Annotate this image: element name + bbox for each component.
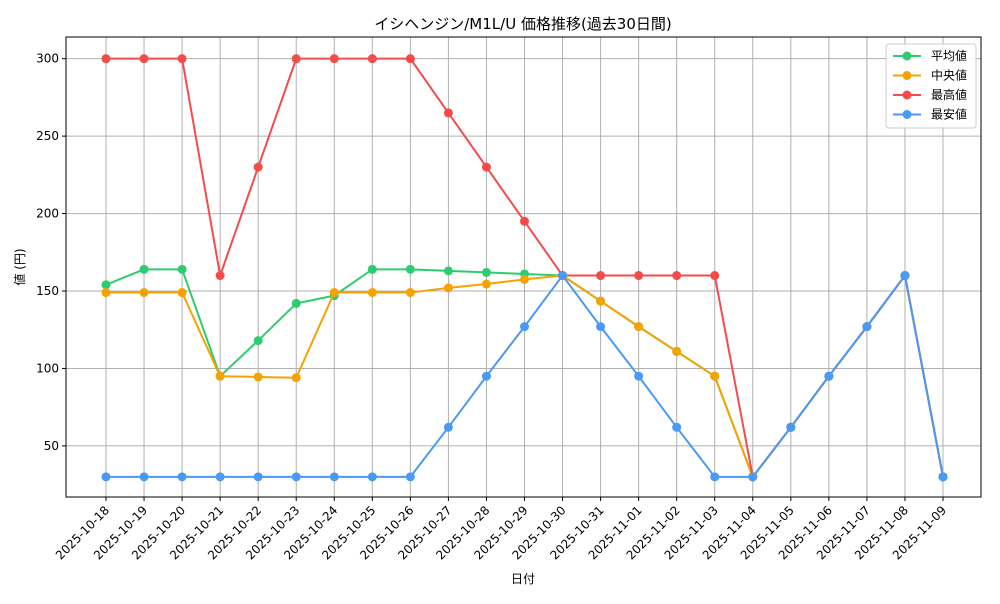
series-最安値 (101, 271, 948, 482)
plot-frame (65, 36, 982, 498)
data-point (672, 346, 682, 356)
data-point (139, 54, 149, 64)
legend-marker (902, 71, 912, 80)
data-point (367, 288, 377, 298)
legend-marker (902, 90, 912, 100)
legend-label: 中央値 (931, 68, 967, 83)
data-point (481, 162, 491, 172)
data-point (101, 54, 111, 64)
data-point (520, 274, 529, 284)
data-point (291, 472, 301, 482)
data-point (139, 288, 149, 298)
data-point (177, 264, 187, 274)
data-point (329, 288, 339, 298)
data-point (672, 271, 682, 281)
data-point (367, 472, 377, 482)
x-axis-label: 日付 (511, 572, 535, 586)
data-point (710, 371, 720, 381)
chart-title: イシヘンジン/M1L/U 価格推移(過去30日間) (374, 15, 672, 33)
data-point (481, 279, 491, 289)
data-point (405, 472, 415, 482)
y-tick-label: 200 (36, 207, 59, 221)
data-point (481, 371, 491, 381)
data-point (139, 472, 149, 482)
data-point (634, 371, 644, 381)
data-point (329, 54, 339, 64)
data-point (291, 373, 301, 383)
legend-box (885, 43, 977, 129)
data-point (215, 472, 225, 482)
data-point (596, 322, 606, 332)
data-point (367, 54, 377, 64)
data-point (710, 472, 720, 482)
x-axis-ticks: 2025-10-182025-10-192025-10-202025-10-21… (53, 497, 949, 562)
data-point (558, 271, 568, 281)
y-axis-ticks: 50 100 150 200 250 300 (36, 52, 66, 453)
data-point (177, 54, 187, 64)
data-point (101, 280, 111, 290)
data-point (520, 322, 529, 332)
data-point (215, 271, 225, 281)
data-point (634, 322, 644, 332)
legend-marker (902, 110, 912, 119)
legend-label: 最安値 (931, 107, 967, 122)
data-point (443, 283, 453, 293)
y-tick-label: 100 (36, 361, 59, 375)
y-tick-label: 300 (36, 52, 59, 66)
data-point (443, 266, 453, 276)
data-point (405, 288, 415, 298)
legend-label: 平均値 (931, 48, 967, 63)
data-point (405, 54, 415, 64)
data-point (786, 422, 796, 432)
data-point (710, 271, 720, 281)
y-tick-label: 250 (36, 129, 59, 143)
grid (66, 37, 981, 497)
data-point (748, 472, 758, 482)
data-point (443, 422, 453, 432)
data-point (824, 371, 834, 381)
data-point (215, 371, 225, 381)
data-point (253, 336, 263, 346)
data-point (862, 322, 872, 332)
series-lines (101, 54, 948, 482)
data-point (329, 472, 339, 482)
data-point (938, 472, 948, 482)
data-point (253, 472, 263, 482)
data-point (405, 264, 415, 274)
data-point (177, 472, 187, 482)
y-tick-label: 150 (36, 284, 59, 298)
data-point (291, 298, 301, 308)
data-point (596, 296, 606, 306)
data-point (634, 271, 644, 281)
data-point (520, 216, 529, 226)
data-point (139, 264, 149, 274)
data-point (253, 372, 263, 382)
data-point (672, 422, 682, 432)
data-point (253, 162, 263, 172)
data-point (900, 271, 910, 281)
data-point (101, 288, 111, 298)
data-point (596, 271, 606, 281)
data-point (101, 472, 111, 482)
legend-marker (902, 51, 912, 61)
data-point (291, 54, 301, 64)
data-point (367, 264, 377, 274)
data-point (443, 108, 453, 118)
data-point (177, 288, 187, 298)
data-point (481, 267, 491, 277)
y-axis-label: 値 (円) (12, 248, 27, 285)
y-tick-label: 50 (44, 439, 59, 453)
legend-label: 最高値 (931, 87, 967, 102)
